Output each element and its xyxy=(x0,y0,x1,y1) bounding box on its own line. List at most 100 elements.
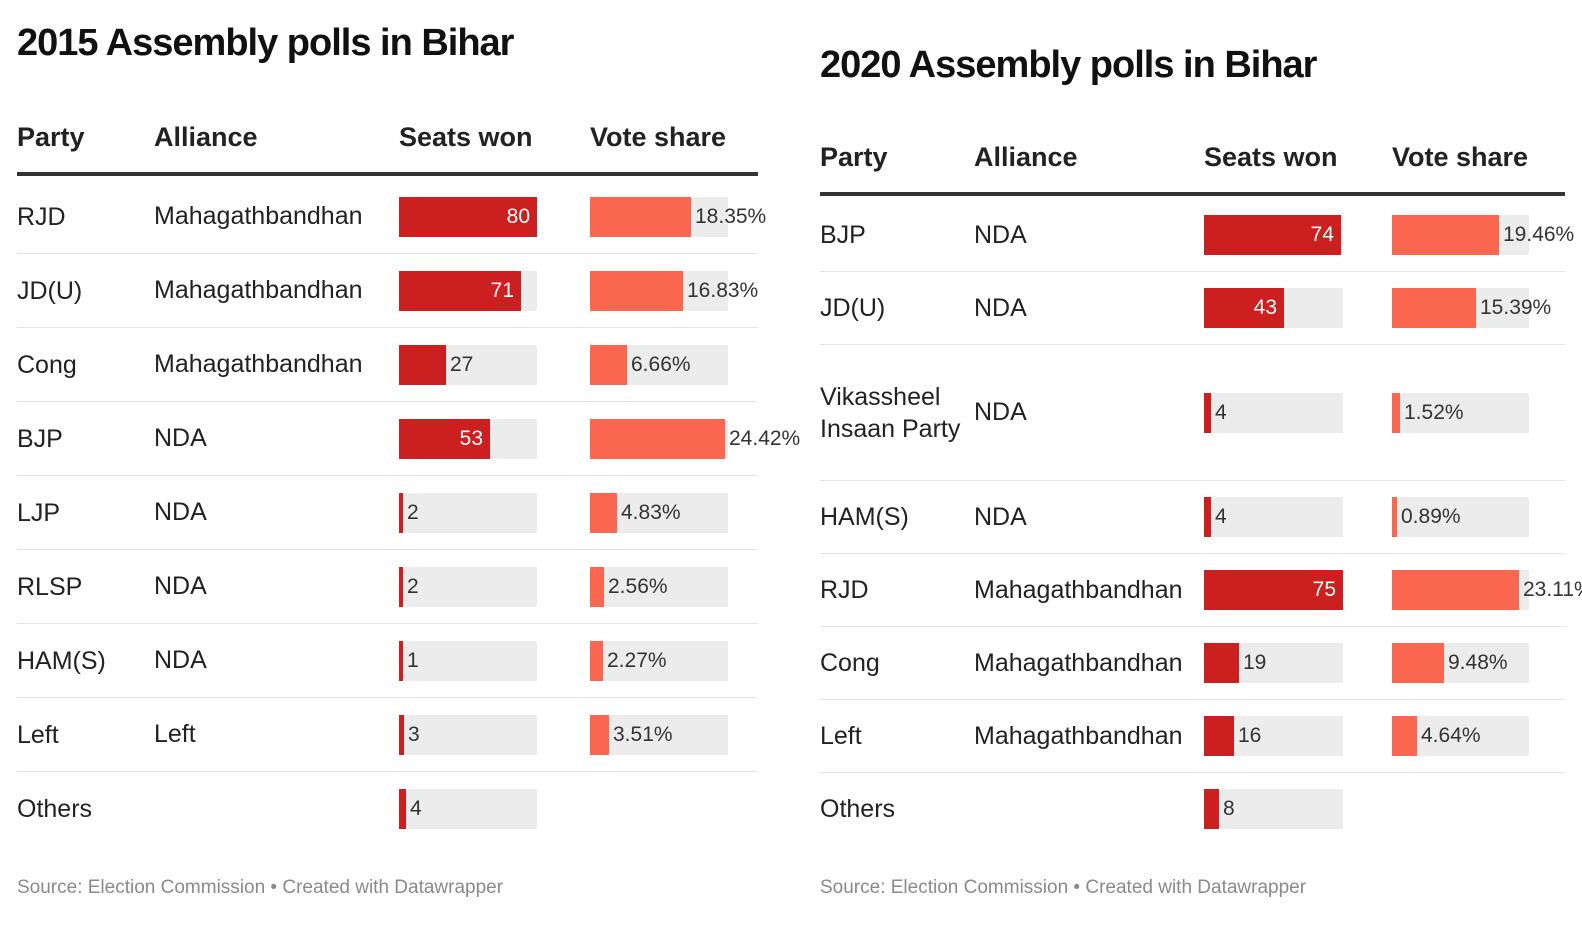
source-note: Source: Election Commission • Created wi… xyxy=(17,877,504,898)
alliance-name: NDA xyxy=(154,572,207,600)
party-name: Others xyxy=(17,794,93,823)
seats-bar-track: 80 xyxy=(399,196,537,237)
alliance-name: Left xyxy=(154,720,196,748)
vote-bar xyxy=(1392,215,1499,255)
seats-value-label: 4 xyxy=(1215,505,1227,528)
column-header-party: Party xyxy=(17,122,85,152)
vote-bar-track: 2.56% xyxy=(590,566,728,607)
vote-value-label: 6.66% xyxy=(631,352,691,376)
column-header-seats: Seats won xyxy=(399,122,533,152)
seats-bar xyxy=(399,714,404,755)
alliance-name: Mahagathbandhan xyxy=(974,648,1183,677)
seats-bar xyxy=(399,566,403,607)
vote-value-label: 3.51% xyxy=(613,722,673,746)
table-row: Vikassheel Insaan Party NDA 4 1.52% xyxy=(820,345,1565,481)
vote-bar xyxy=(1392,570,1519,610)
seats-bar-track: 2 xyxy=(399,492,537,533)
party-name: Cong xyxy=(820,649,880,677)
party-name: Left xyxy=(820,722,862,750)
table-header: Party Alliance Seats won Vote share xyxy=(820,142,1565,196)
alliance-name: NDA xyxy=(154,646,207,674)
seats-bar xyxy=(399,344,446,385)
seats-bar xyxy=(399,196,537,237)
seats-value-label: 71 xyxy=(490,278,514,302)
seats-value-label: 53 xyxy=(459,426,483,450)
table-row: JD(U) NDA 43 15.39% xyxy=(820,272,1565,345)
vote-bar-track: 24.42% xyxy=(590,418,800,459)
vote-bar-track: 6.66% xyxy=(590,344,728,385)
vote-bar-track: 18.35% xyxy=(590,196,766,237)
party-name: Vikassheel Insaan Party xyxy=(820,382,961,443)
table-row: Left Left 3 3.51% xyxy=(17,698,758,772)
seats-bar-track: 74 xyxy=(1204,215,1343,255)
party-name: RLSP xyxy=(17,572,83,601)
chart-title: 2015 Assembly polls in Bihar xyxy=(17,22,514,64)
alliance-name: Mahagathbandhan xyxy=(154,276,363,304)
vote-value-label: 0.89% xyxy=(1401,505,1461,528)
vote-bar-track: 0.89% xyxy=(1392,497,1529,537)
table-header: Party Alliance Seats won Vote share xyxy=(17,122,758,176)
seats-value-label: 3 xyxy=(408,722,420,746)
vote-value-label: 2.27% xyxy=(607,648,667,672)
vote-value-label: 23.11% xyxy=(1523,578,1582,601)
vote-bar xyxy=(590,640,603,681)
seats-bar-track: 4 xyxy=(399,788,537,829)
party-name: JD(U) xyxy=(820,294,886,322)
seats-bar xyxy=(399,418,490,459)
seats-value-label: 74 xyxy=(1310,223,1334,246)
vote-value-label: 16.83% xyxy=(687,278,759,302)
table-body: RJD Mahagathbandhan 80 18.35% JD(U) Mahagathb… xyxy=(17,180,800,845)
party-name: Cong xyxy=(17,350,77,379)
alliance-name: Mahagathbandhan xyxy=(974,721,1183,750)
party-name: Others xyxy=(820,795,896,823)
vote-bar-track: 4.83% xyxy=(590,492,728,533)
seats-bar-track: 8 xyxy=(1204,789,1343,829)
column-header-seats: Seats won xyxy=(1204,142,1338,172)
seats-value-label: 43 xyxy=(1253,296,1277,319)
seats-bar xyxy=(1204,789,1219,829)
seats-bar xyxy=(399,640,403,681)
column-header-party: Party xyxy=(820,142,888,172)
seats-bar-track: 4 xyxy=(1204,497,1343,537)
vote-bar-track: 16.83% xyxy=(590,270,758,311)
table-row: JD(U) Mahagathbandhan 71 16.83% xyxy=(17,254,758,328)
table-row: Cong Mahagathbandhan 27 6.66% xyxy=(17,328,758,402)
table-row: HAM(S) NDA 1 2.27% xyxy=(17,624,758,698)
vote-bar xyxy=(590,566,604,607)
seats-bar xyxy=(399,492,403,533)
table-row: LJP NDA 2 4.83% xyxy=(17,476,758,550)
vote-bar xyxy=(590,492,617,533)
seats-value-label: 1 xyxy=(407,648,419,672)
vote-bar-track: 4.64% xyxy=(1392,716,1529,756)
seats-bar xyxy=(1204,643,1239,683)
seats-bar xyxy=(1204,215,1341,255)
vote-value-label: 15.39% xyxy=(1480,296,1552,319)
seats-bar xyxy=(399,788,406,829)
vote-bar-track: 1.52% xyxy=(1392,392,1529,433)
table-row: Cong Mahagathbandhan 19 9.48% xyxy=(820,627,1565,700)
vote-bar xyxy=(1392,392,1400,433)
column-header-vote-share: Vote share xyxy=(1392,142,1529,172)
alliance-name: Mahagathbandhan xyxy=(154,202,363,230)
table-row: RJD Mahagathbandhan 75 23.11% xyxy=(820,554,1582,627)
column-header-vote-share: Vote share xyxy=(590,122,727,152)
party-name: JD(U) xyxy=(17,276,83,305)
seats-value-label: 75 xyxy=(1312,578,1336,601)
party-name: RJD xyxy=(820,576,869,604)
seats-bar xyxy=(1204,392,1211,433)
alliance-name: NDA xyxy=(974,293,1027,322)
vote-value-label: 24.42% xyxy=(729,426,801,450)
vote-bar xyxy=(590,270,683,311)
seats-value-label: 4 xyxy=(1215,400,1227,424)
seats-bar-track: 2 xyxy=(399,566,537,607)
vote-value-label: 2.56% xyxy=(608,574,668,598)
table-row: BJP NDA 53 24.42% xyxy=(17,402,800,476)
vote-bar-track: 15.39% xyxy=(1392,288,1551,328)
seats-bar-track: 1 xyxy=(399,640,537,681)
party-name: RJD xyxy=(17,202,66,231)
column-header-alliance: Alliance xyxy=(974,142,1078,172)
vote-bar xyxy=(590,418,725,459)
alliance-name: NDA xyxy=(974,220,1027,249)
vote-bar xyxy=(1392,643,1444,683)
vote-bar-track: 2.27% xyxy=(590,640,728,681)
